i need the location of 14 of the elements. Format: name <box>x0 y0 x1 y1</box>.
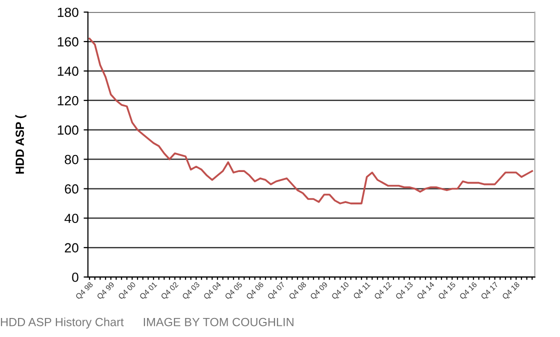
text: IMAGE BY TOM COUGHLIN <box>144 318 294 326</box>
y-tick-label: 140 <box>58 66 78 76</box>
y-tick-label: 60 <box>64 184 78 194</box>
line-series <box>88 38 534 204</box>
y-tick-label: 120 <box>58 96 78 106</box>
y-tick-label: 0 <box>72 272 78 282</box>
y-tick-label: 160 <box>58 37 78 46</box>
y-axis-title: HDD ASP ( <box>15 114 26 174</box>
y-tick-label: 80 <box>64 154 78 164</box>
y-tick-label: 100 <box>58 125 78 135</box>
y-tick-label: 180 <box>58 8 78 18</box>
text: HDD ASP History Chart <box>0 318 124 329</box>
y-tick-label: 20 <box>64 243 78 252</box>
y-tick-label: 40 <box>64 214 78 224</box>
